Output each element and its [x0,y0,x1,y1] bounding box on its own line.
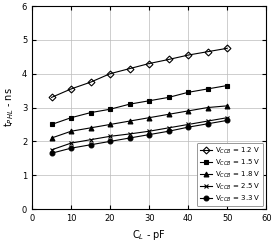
V$_{CCB}$ = 2.5 V [206,120,209,122]
V$_{CCB}$ = 1.5 V [70,116,73,119]
V$_{CCB}$ = 1.2 V [50,96,53,99]
V$_{CCB}$ = 3.3 V [70,147,73,150]
V$_{CCB}$ = 2.5 V [70,142,73,145]
V$_{CCB}$ = 1.8 V [206,106,209,109]
V$_{CCB}$ = 2.5 V [109,135,112,138]
V$_{CCB}$ = 1.5 V [226,84,229,87]
V$_{CCB}$ = 1.2 V [70,87,73,90]
V$_{CCB}$ = 2.5 V [187,123,190,126]
V$_{CCB}$ = 3.3 V [50,152,53,155]
V$_{CCB}$ = 1.8 V [128,120,131,122]
V$_{CCB}$ = 3.3 V [147,133,151,136]
V$_{CCB}$ = 1.8 V [109,123,112,126]
V$_{CCB}$ = 1.5 V [187,91,190,94]
Line: V$_{CCB}$ = 2.5 V: V$_{CCB}$ = 2.5 V [49,115,230,152]
V$_{CCB}$ = 3.3 V [206,122,209,125]
V$_{CCB}$ = 2.5 V [128,133,131,135]
V$_{CCB}$ = 1.8 V [70,130,73,133]
V$_{CCB}$ = 2.5 V [89,138,92,141]
Y-axis label: t$_{PHL}$ - ns: t$_{PHL}$ - ns [2,88,16,127]
V$_{CCB}$ = 2.5 V [167,126,170,129]
Line: V$_{CCB}$ = 3.3 V: V$_{CCB}$ = 3.3 V [49,118,230,156]
V$_{CCB}$ = 1.5 V [50,123,53,126]
V$_{CCB}$ = 3.3 V [89,143,92,146]
V$_{CCB}$ = 1.8 V [226,104,229,107]
V$_{CCB}$ = 2.5 V [226,116,229,119]
V$_{CCB}$ = 3.3 V [187,126,190,129]
V$_{CCB}$ = 2.5 V [50,148,53,151]
V$_{CCB}$ = 1.2 V [226,47,229,50]
V$_{CCB}$ = 1.2 V [167,58,170,61]
V$_{CCB}$ = 1.2 V [187,54,190,57]
V$_{CCB}$ = 1.5 V [89,111,92,114]
V$_{CCB}$ = 3.3 V [128,136,131,139]
V$_{CCB}$ = 1.2 V [206,50,209,53]
V$_{CCB}$ = 1.8 V [147,116,151,119]
V$_{CCB}$ = 3.3 V [167,130,170,133]
Line: V$_{CCB}$ = 1.5 V: V$_{CCB}$ = 1.5 V [49,83,230,127]
Line: V$_{CCB}$ = 1.8 V: V$_{CCB}$ = 1.8 V [49,103,230,140]
V$_{CCB}$ = 1.2 V [128,67,131,70]
X-axis label: C$_L$ - pF: C$_L$ - pF [132,229,166,243]
V$_{CCB}$ = 1.2 V [89,81,92,84]
Line: V$_{CCB}$ = 1.2 V: V$_{CCB}$ = 1.2 V [49,46,230,100]
V$_{CCB}$ = 2.5 V [147,130,151,133]
V$_{CCB}$ = 1.5 V [147,99,151,102]
V$_{CCB}$ = 1.2 V [147,62,151,65]
V$_{CCB}$ = 1.2 V [109,72,112,75]
Legend: V$_{CCB}$ = 1.2 V, V$_{CCB}$ = 1.5 V, V$_{CCB}$ = 1.8 V, V$_{CCB}$ = 2.5 V, V$_{: V$_{CCB}$ = 1.2 V, V$_{CCB}$ = 1.5 V, V$… [197,143,263,206]
V$_{CCB}$ = 1.5 V [128,103,131,106]
V$_{CCB}$ = 1.5 V [206,87,209,90]
V$_{CCB}$ = 3.3 V [226,119,229,122]
V$_{CCB}$ = 1.8 V [89,126,92,129]
V$_{CCB}$ = 1.8 V [187,110,190,112]
V$_{CCB}$ = 1.5 V [167,96,170,99]
V$_{CCB}$ = 1.8 V [50,136,53,139]
V$_{CCB}$ = 3.3 V [109,140,112,143]
V$_{CCB}$ = 1.8 V [167,113,170,116]
V$_{CCB}$ = 1.5 V [109,108,112,111]
